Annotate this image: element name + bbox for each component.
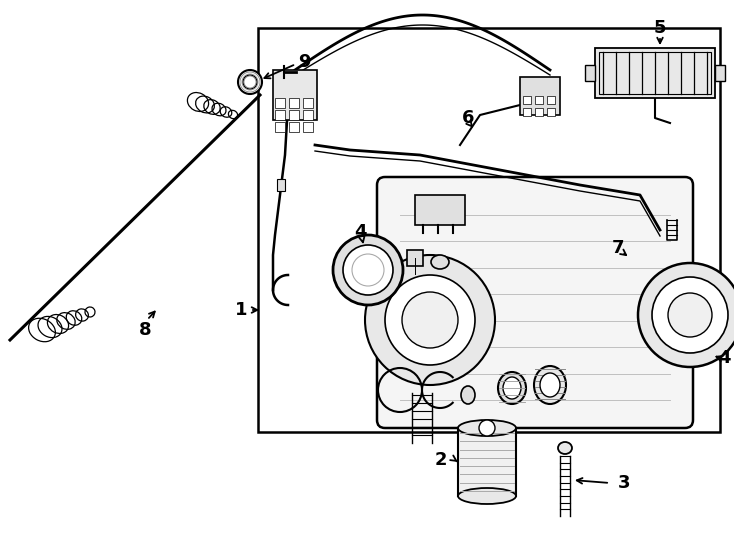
Ellipse shape xyxy=(498,372,526,404)
Bar xyxy=(303,122,313,132)
Ellipse shape xyxy=(558,442,572,454)
Text: 3: 3 xyxy=(618,474,631,492)
Ellipse shape xyxy=(458,420,516,436)
Bar xyxy=(277,179,285,191)
Circle shape xyxy=(238,70,262,94)
Text: 5: 5 xyxy=(654,19,666,37)
Bar xyxy=(275,110,285,120)
Circle shape xyxy=(343,245,393,295)
Bar xyxy=(407,250,423,266)
Circle shape xyxy=(638,263,734,367)
Ellipse shape xyxy=(503,377,521,399)
Ellipse shape xyxy=(431,255,449,269)
Text: 4: 4 xyxy=(718,349,730,367)
Circle shape xyxy=(333,235,403,305)
Bar xyxy=(273,70,317,120)
FancyBboxPatch shape xyxy=(377,177,693,428)
Text: 8: 8 xyxy=(139,321,151,339)
Text: 2: 2 xyxy=(435,451,447,469)
Text: 9: 9 xyxy=(298,53,310,71)
Circle shape xyxy=(243,75,257,89)
Bar xyxy=(289,122,299,132)
Circle shape xyxy=(652,277,728,353)
Circle shape xyxy=(385,275,475,365)
Bar xyxy=(520,77,560,115)
Ellipse shape xyxy=(540,373,560,397)
Bar xyxy=(289,98,299,108)
Bar xyxy=(523,96,531,104)
Bar xyxy=(303,98,313,108)
Ellipse shape xyxy=(461,386,475,404)
Bar xyxy=(547,108,555,116)
Bar xyxy=(275,122,285,132)
Bar xyxy=(535,96,543,104)
Text: 4: 4 xyxy=(354,223,366,241)
Bar xyxy=(585,65,595,81)
Circle shape xyxy=(668,293,712,337)
Circle shape xyxy=(365,255,495,385)
Bar xyxy=(458,428,516,496)
Bar xyxy=(715,65,725,81)
Bar xyxy=(595,48,715,98)
Text: 1: 1 xyxy=(234,301,247,319)
Circle shape xyxy=(479,420,495,436)
Bar xyxy=(303,110,313,120)
Ellipse shape xyxy=(458,488,516,504)
Bar xyxy=(289,110,299,120)
Bar xyxy=(535,108,543,116)
Bar xyxy=(275,98,285,108)
Bar xyxy=(547,96,555,104)
Bar xyxy=(258,28,720,432)
Text: 7: 7 xyxy=(611,239,624,257)
Text: 6: 6 xyxy=(462,109,474,127)
Bar xyxy=(523,108,531,116)
Ellipse shape xyxy=(534,366,566,404)
Bar xyxy=(599,52,711,94)
Bar xyxy=(415,195,465,225)
Circle shape xyxy=(402,292,458,348)
